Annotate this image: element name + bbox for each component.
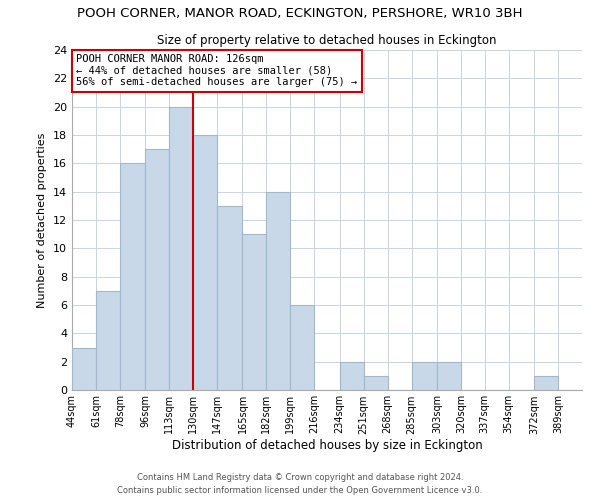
Title: Size of property relative to detached houses in Eckington: Size of property relative to detached ho… (157, 34, 497, 48)
Y-axis label: Number of detached properties: Number of detached properties (37, 132, 47, 308)
Bar (217, 206, 242, 390)
Bar (290, 305, 314, 390)
Text: POOH CORNER, MANOR ROAD, ECKINGTON, PERSHORE, WR10 3BH: POOH CORNER, MANOR ROAD, ECKINGTON, PERS… (77, 8, 523, 20)
Bar (266, 192, 290, 390)
Bar (437, 362, 461, 390)
Bar (340, 362, 364, 390)
Bar (96, 291, 120, 390)
Bar (412, 362, 437, 390)
Bar (120, 164, 145, 390)
Bar (364, 376, 388, 390)
Bar (242, 234, 266, 390)
Text: POOH CORNER MANOR ROAD: 126sqm
← 44% of detached houses are smaller (58)
56% of : POOH CORNER MANOR ROAD: 126sqm ← 44% of … (76, 54, 358, 88)
Bar (534, 376, 558, 390)
Bar (193, 135, 217, 390)
Bar (145, 149, 169, 390)
X-axis label: Distribution of detached houses by size in Eckington: Distribution of detached houses by size … (172, 439, 482, 452)
Bar (169, 106, 193, 390)
Bar (72, 348, 96, 390)
Text: Contains HM Land Registry data © Crown copyright and database right 2024.
Contai: Contains HM Land Registry data © Crown c… (118, 474, 482, 495)
